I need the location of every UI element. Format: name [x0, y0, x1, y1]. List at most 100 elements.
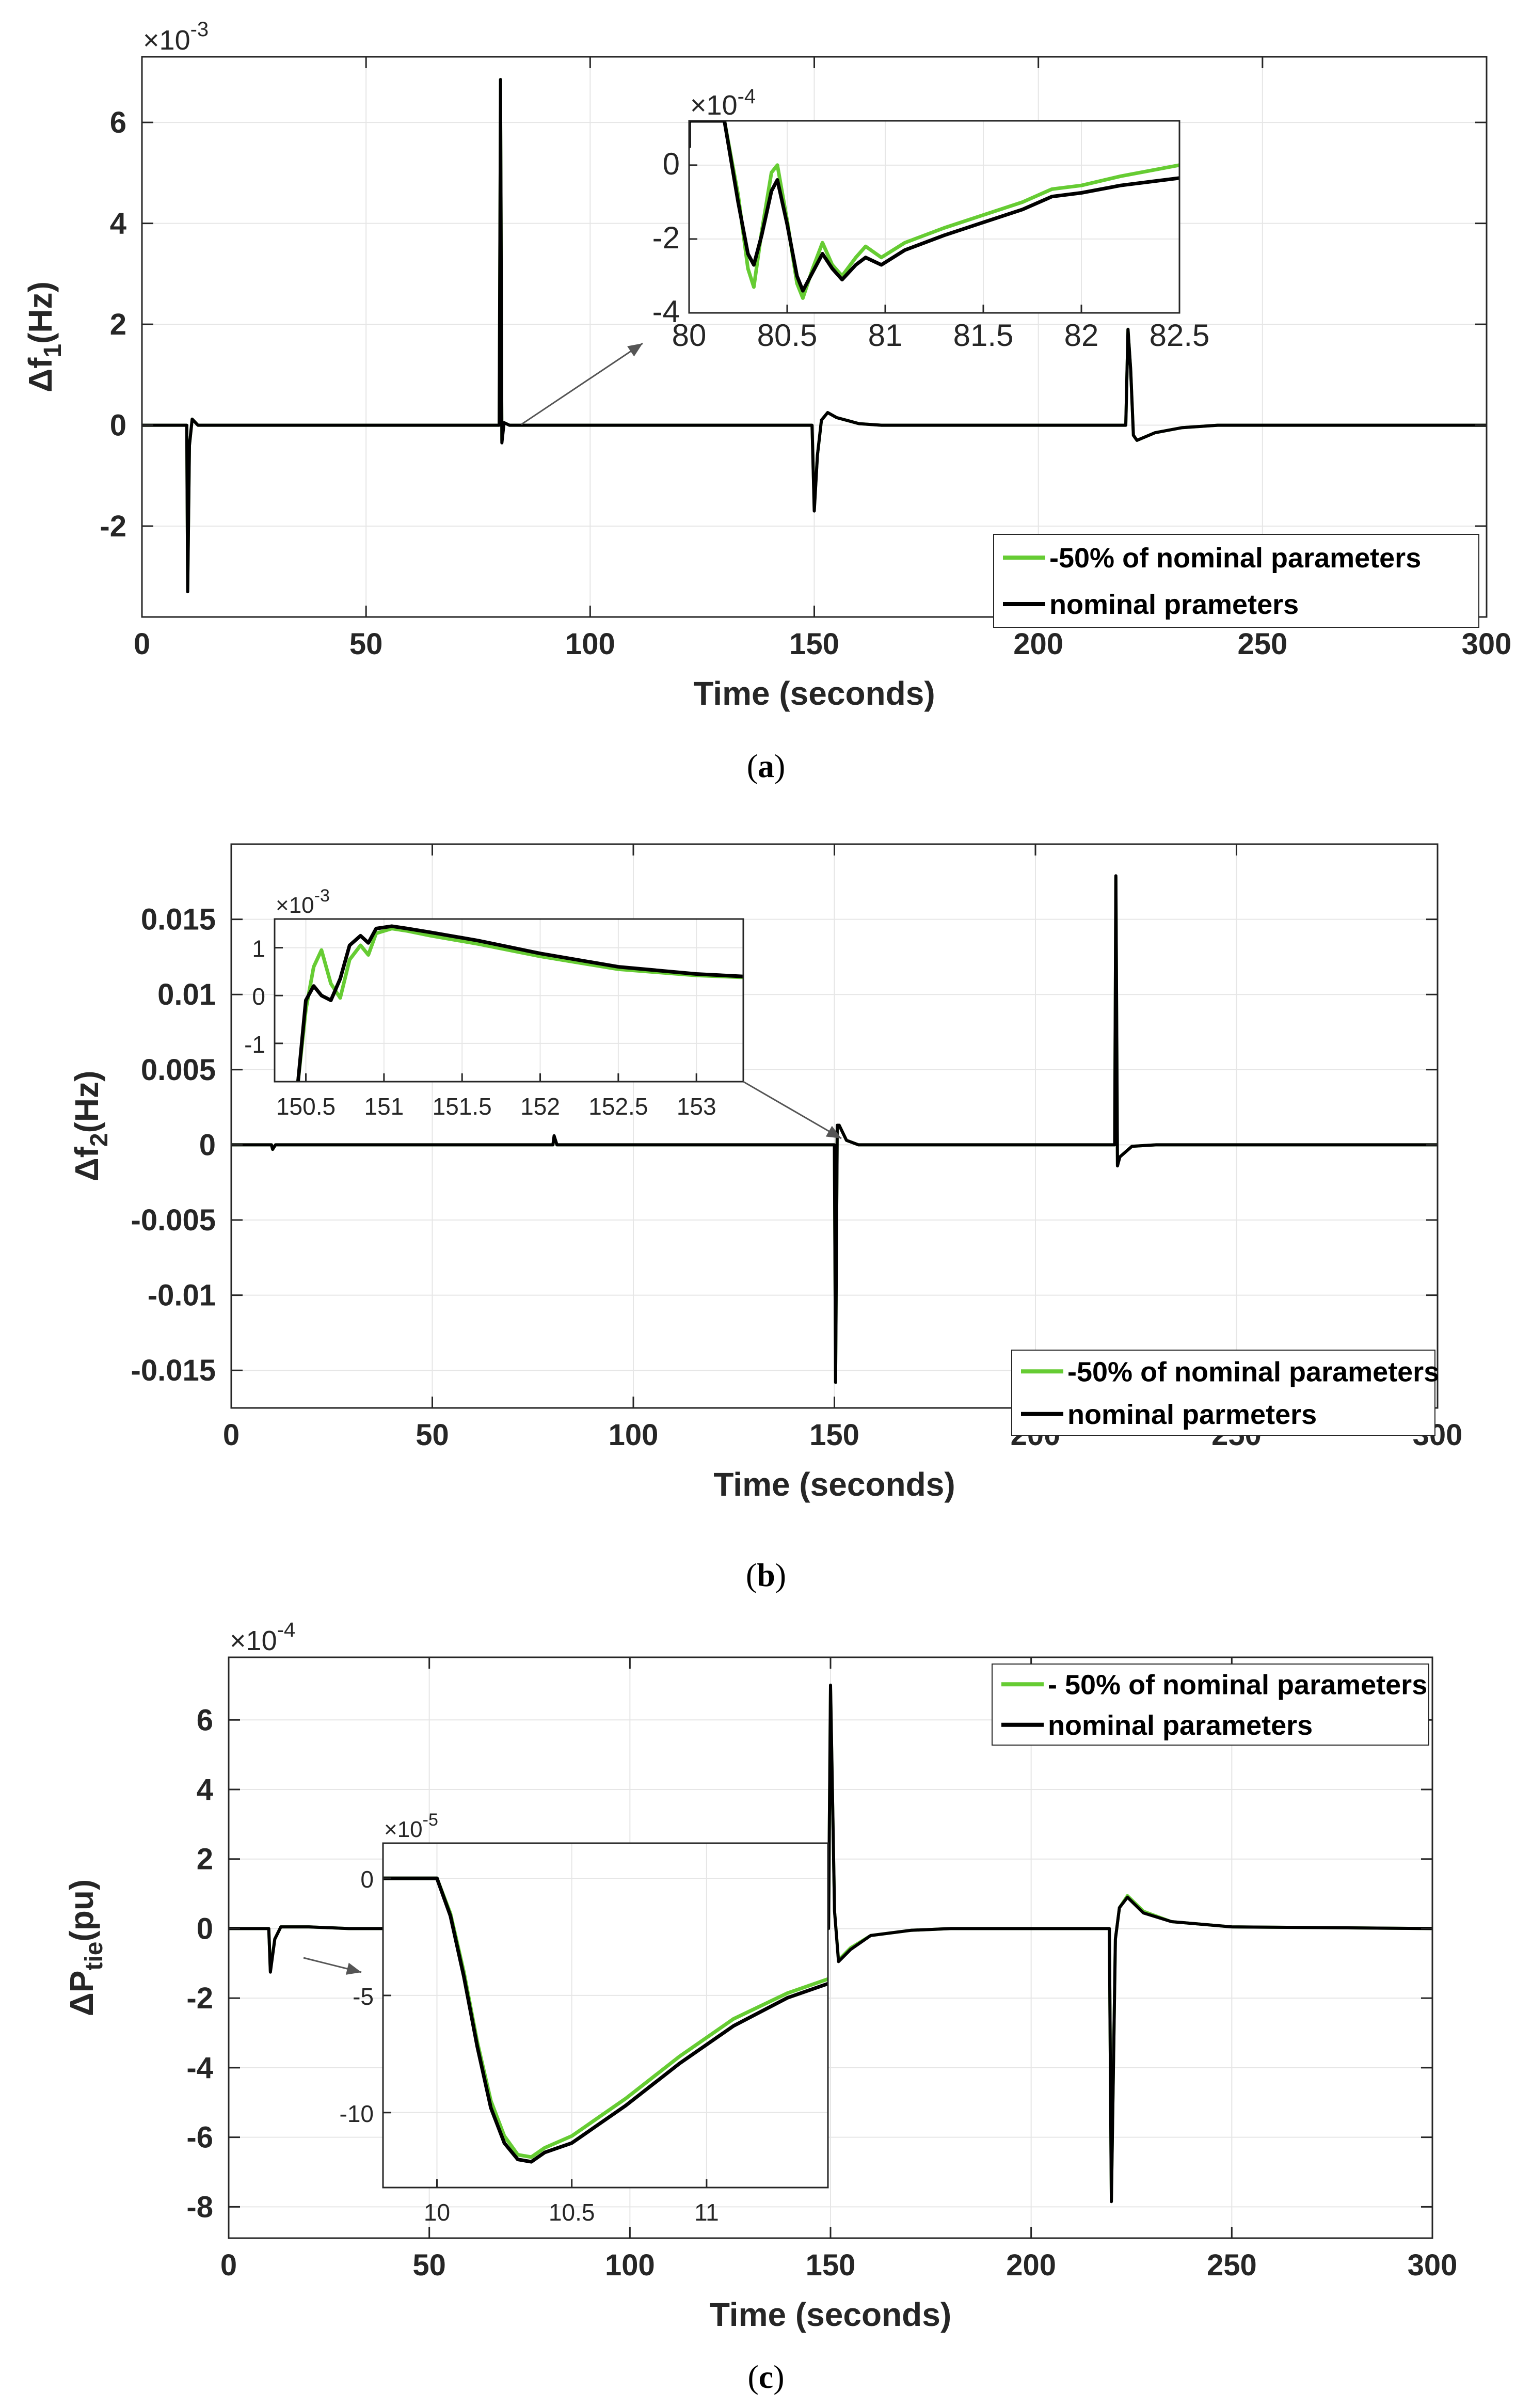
zoom-arrow-head — [627, 343, 643, 357]
y-tick-label: -2 — [100, 510, 126, 543]
inset-x-tick-label: 152 — [520, 1093, 560, 1120]
x-tick-label: 100 — [565, 627, 615, 661]
y-axis-label-symbol: Δf — [68, 1146, 105, 1181]
inset-y-tick-label: 0 — [252, 983, 265, 1010]
inset-c: 10 10.5 11-10-50×10-5 — [340, 1810, 829, 2226]
caption-open: ( — [747, 748, 758, 784]
y-tick-label: 0.005 — [141, 1053, 216, 1087]
series-line-nominal — [383, 1876, 828, 2164]
x-tick-label: 150 — [809, 1418, 859, 1452]
x-tick-label: 0 — [223, 1418, 240, 1452]
inset-y-tick-label: 0 — [663, 147, 680, 181]
x-tick-label: 100 — [605, 2248, 655, 2282]
inset-b: 150.5 151 151.5 152 152.5 153-101×10-3 — [244, 886, 744, 1120]
axis-exponent-power: -4 — [277, 1619, 296, 1641]
legend-entry: nominal prameters — [1049, 589, 1299, 620]
zoom-arrow-line — [521, 342, 643, 425]
x-axis-label: Time (seconds) — [693, 675, 935, 712]
inset-plot-area — [275, 919, 743, 1082]
zoom-arrow-head — [345, 1962, 361, 1975]
inset-y-tick-label: -5 — [353, 1983, 374, 2010]
y-axis-label-unit: (Hz) — [68, 1071, 105, 1133]
x-tick-label: 200 — [1013, 627, 1063, 661]
y-tick-label: 0.015 — [141, 903, 216, 937]
caption-letter: a — [758, 748, 774, 784]
series-line-reduced — [296, 927, 743, 1082]
inset-x-tick-label: 151.5 — [433, 1093, 492, 1120]
caption-open: ( — [747, 2358, 758, 2395]
x-tick-label: 300 — [1408, 2248, 1458, 2282]
chart-panel-c: 0 50 100 150 200 250 300-8-6-4-20246×10-4Time … — [63, 1619, 1457, 2395]
inset-frame — [382, 1842, 829, 2189]
y-axis-label-subscript: 1 — [39, 344, 67, 358]
inset-x-tick-label: 153 — [677, 1093, 716, 1120]
y-tick-label: 6 — [110, 106, 126, 139]
inset-exponent-power: -5 — [423, 1810, 438, 1830]
x-tick-label: 150 — [806, 2248, 856, 2282]
series-line-nominal — [229, 1683, 1432, 2204]
axis-exponent-power: -3 — [190, 18, 209, 41]
y-tick-label: -8 — [186, 2190, 213, 2224]
inset-exponent-power: -4 — [738, 85, 756, 108]
x-tick-label: 250 — [1237, 627, 1287, 661]
inset-x-tick-label: 150.5 — [276, 1093, 336, 1120]
y-tick-label: 0 — [197, 1912, 213, 1945]
figure-caption: (c) — [747, 2358, 784, 2395]
inset-exponent-power: -3 — [314, 886, 330, 906]
inset-x-tick-label: 80 — [672, 318, 707, 353]
y-tick-label: 6 — [197, 1703, 213, 1737]
legend-box — [1011, 1350, 1435, 1436]
x-tick-label: 50 — [416, 1418, 449, 1452]
caption-letter: b — [757, 1557, 775, 1593]
y-tick-label: 0.01 — [157, 978, 216, 1011]
inset-y-tick-label: 1 — [252, 936, 265, 962]
x-tick-label: 0 — [220, 2248, 237, 2282]
y-tick-label: -4 — [186, 2051, 213, 2085]
x-axis-label: Time (seconds) — [713, 1466, 955, 1503]
inset-plot-area — [689, 121, 1179, 313]
x-tick-label: 50 — [349, 627, 383, 661]
caption-close: ) — [774, 748, 785, 784]
inset-y-tick-label: -10 — [340, 2100, 374, 2127]
y-tick-label: -6 — [186, 2121, 213, 2154]
inset-x-tick-label: 82 — [1064, 318, 1099, 353]
series-line-nominal — [231, 874, 1438, 1384]
x-tick-label: 300 — [1462, 627, 1512, 661]
y-tick-label: 0 — [110, 409, 126, 442]
x-axis-label: Time (seconds) — [710, 2296, 951, 2333]
legend: - 50% of nominal parameters nominal param… — [992, 1664, 1429, 1746]
y-axis-label: ΔPtie(pu) — [63, 1879, 108, 2017]
figure-caption: (b) — [746, 1557, 786, 1593]
inset-frame — [688, 120, 1180, 314]
zoom-arrow-head — [825, 1126, 841, 1138]
legend-entry: -50% of nominal parameters — [1049, 543, 1421, 574]
y-axis-label: Δf1(Hz) — [22, 281, 67, 392]
y-tick-label: -2 — [186, 1982, 213, 2015]
series-line-nominal — [142, 78, 1487, 594]
inset-x-tick-label: 11 — [694, 2199, 719, 2226]
caption-open: ( — [746, 1557, 757, 1593]
y-tick-label: 0 — [199, 1128, 216, 1162]
inset-x-tick-label: 80.5 — [757, 318, 818, 353]
inset-x-tick-label: 81.5 — [953, 318, 1014, 353]
inset-y-tick-label: -4 — [652, 294, 680, 329]
y-axis-label-unit: (Hz) — [22, 281, 59, 344]
y-tick-label: -0.01 — [148, 1279, 216, 1312]
y-tick-label: 2 — [197, 1843, 213, 1876]
y-tick-label: 4 — [197, 1773, 213, 1807]
caption-letter: c — [759, 2358, 773, 2395]
x-tick-label: 150 — [789, 627, 839, 661]
y-tick-label: -0.005 — [131, 1203, 216, 1237]
inset-y-tick-label: -2 — [652, 220, 680, 255]
series-line-nominal — [689, 121, 1179, 293]
series-line-nominal — [296, 924, 743, 1082]
inset-x-tick-label: 152.5 — [588, 1093, 648, 1120]
legend-entry: -50% of nominal parameters — [1067, 1356, 1439, 1387]
y-tick-label: -0.015 — [131, 1354, 216, 1387]
y-tick-label: 2 — [110, 308, 126, 341]
y-axis-label-symbol: ΔP — [63, 1971, 100, 2017]
figure-caption: (a) — [747, 748, 786, 784]
y-tick-label: 4 — [110, 207, 126, 241]
x-tick-label: 0 — [134, 627, 150, 661]
y-axis-label-symbol: Δf — [22, 357, 59, 392]
